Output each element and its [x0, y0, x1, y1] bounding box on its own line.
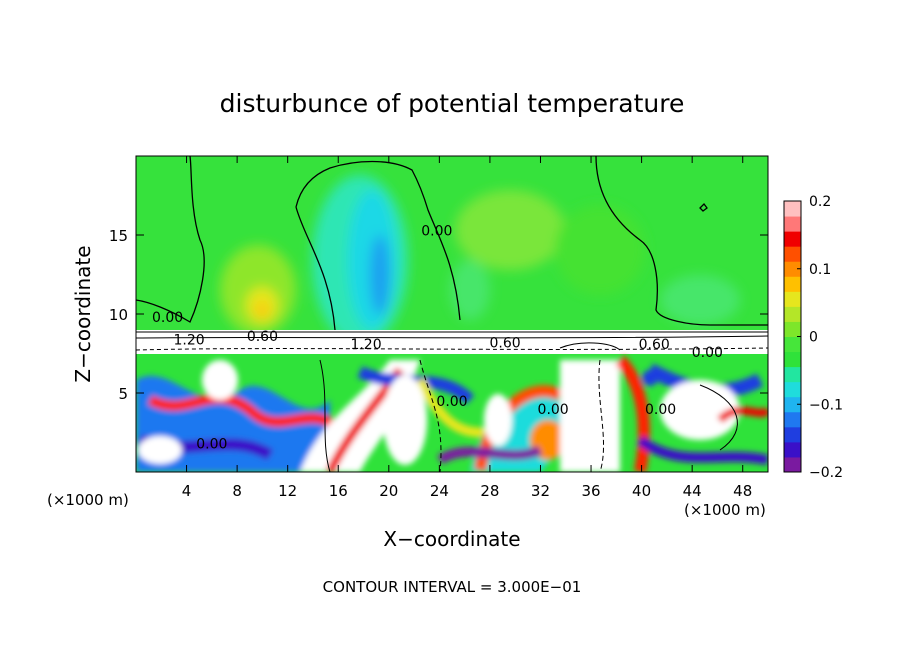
colorbar-tick-label-4: −0.2 [809, 465, 843, 481]
colorbar-swatch-8 [784, 336, 801, 353]
x-unit-label-right: (×1000 m) [684, 501, 766, 519]
colorbar-swatch-13 [784, 261, 801, 277]
x-tick-label-9: 40 [632, 482, 651, 500]
colorbar-tick-label-3: −0.1 [809, 397, 843, 413]
colorbar-swatch-7 [784, 351, 801, 368]
colorbar-swatch-11 [784, 291, 801, 307]
y-axis-label: Z−coordinate [71, 245, 95, 382]
colorbar: 0.2 0.1 0 −0.1 −0.2 [783, 194, 843, 481]
y-tick-label-1: 10 [109, 306, 128, 324]
colorbar-swatch-9 [784, 321, 801, 337]
x-tick-label-5: 24 [430, 482, 449, 500]
x-tick-label-11: 48 [733, 482, 752, 500]
x-tick-label-4: 20 [379, 482, 398, 500]
chart-title: disturbunce of potential temperature [220, 89, 685, 118]
contour-label-1: 0.00 [421, 223, 452, 239]
x-tick-label-1: 8 [232, 482, 242, 500]
x-unit-label-left: (×1000 m) [47, 491, 129, 509]
contour-interval-footer: CONTOUR INTERVAL = 3.000E−01 [323, 578, 582, 596]
contour-label-8: 0.00 [436, 394, 467, 410]
inversion-band [136, 330, 768, 354]
x-axis-label: X−coordinate [383, 527, 520, 551]
contour-label-3: 0.60 [247, 329, 278, 345]
contour-label-4: 1.20 [350, 337, 381, 353]
colorbar-swatch-0 [784, 456, 801, 473]
x-axis: 4 8 12 16 20 24 28 32 36 40 44 48 [182, 156, 752, 500]
x-tick-label-2: 12 [278, 482, 297, 500]
colorbar-swatch-15 [784, 231, 801, 247]
colorbar-tick-label-0: 0.2 [809, 194, 831, 210]
colorbar-tick-label-1: 0.1 [809, 262, 831, 278]
colorbar-swatch-14 [784, 246, 801, 262]
y-axis: 5 10 15 [109, 227, 768, 403]
x-tick-label-0: 4 [182, 482, 192, 500]
colorbar-swatch-4 [784, 396, 801, 413]
colorbar-swatch-16 [784, 216, 801, 232]
colorbar-tick-label-2: 0 [809, 330, 818, 346]
contour-label-6: 0.60 [639, 337, 670, 353]
contour-label-0: 0.00 [152, 310, 183, 326]
colorbar-swatch-3 [784, 411, 801, 428]
colorbar-swatch-2 [784, 426, 801, 443]
colorbar-swatch-10 [784, 306, 801, 322]
contour-lines [136, 156, 768, 472]
plot-area: 0.00 0.00 1.20 0.60 1.20 0.60 0.60 0.00 0.00 0.00… [136, 156, 768, 472]
contour-label-10: 0.00 [645, 402, 676, 418]
contour-label-5: 0.60 [490, 335, 521, 351]
y-tick-label-0: 5 [118, 385, 128, 403]
x-tick-label-8: 36 [581, 482, 600, 500]
contour-label-9: 0.00 [538, 402, 569, 418]
contour-label-2: 1.20 [174, 332, 205, 348]
colorbar-swatch-6 [784, 366, 801, 383]
colorbar-swatch-1 [784, 441, 801, 458]
x-tick-label-10: 44 [683, 482, 702, 500]
colorbar-swatch-5 [784, 381, 801, 398]
x-tick-label-7: 32 [531, 482, 550, 500]
contour-label-7: 0.00 [692, 345, 723, 361]
colorbar-swatch-12 [784, 276, 801, 292]
x-tick-label-6: 28 [480, 482, 499, 500]
lower-layer-eddies [136, 355, 768, 472]
upper-layer-blobs [220, 175, 740, 345]
contour-label-11: 0.00 [196, 437, 227, 453]
x-tick-label-3: 16 [329, 482, 348, 500]
y-tick-label-2: 15 [109, 227, 128, 245]
colorbar-swatch-17 [784, 201, 801, 217]
contour-labels: 0.00 0.00 1.20 0.60 1.20 0.60 0.60 0.00 0.00 0.00… [152, 223, 723, 452]
